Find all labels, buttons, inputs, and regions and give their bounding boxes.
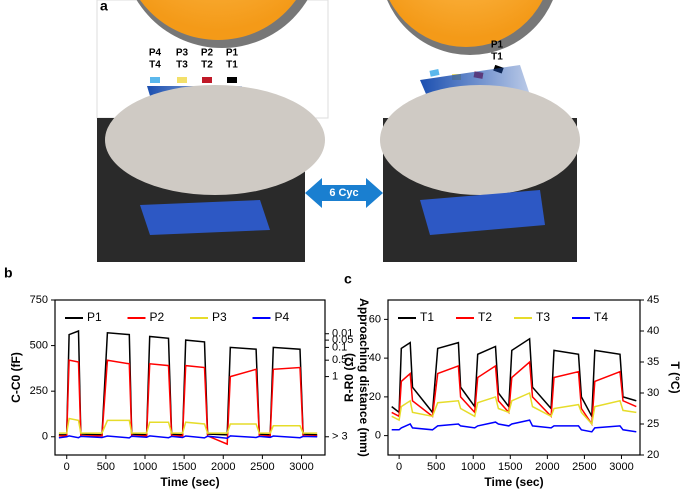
data-line (391, 419, 637, 433)
arrow-label: 6 Cyc (329, 187, 358, 199)
sensor-label: T1 (491, 52, 503, 63)
x-tick-label: 2000 (535, 461, 559, 473)
legend-label: T3 (536, 310, 550, 324)
data-line (58, 359, 318, 446)
sensor-label: P4 (149, 48, 162, 59)
y-tick-label: 20 (369, 391, 381, 403)
schematic-left (96, 0, 329, 119)
y-tick-label: 60 (369, 313, 381, 325)
sensor-label: T4 (149, 60, 161, 71)
data-line (58, 417, 318, 434)
sensor-label: T1 (226, 60, 238, 71)
legend-label: P2 (150, 310, 165, 324)
x-axis-title: Time (sec) (160, 475, 219, 489)
x-tick-label: 2500 (250, 461, 274, 473)
sensor-label: P1 (491, 40, 504, 51)
y2-tick-label: 40 (647, 325, 659, 337)
panel-label: a (100, 0, 108, 14)
sensor-label: T2 (201, 60, 213, 71)
plot-area (58, 329, 318, 446)
y-tick-label: 0 (375, 430, 381, 442)
y2-tick-label: 45 (647, 294, 659, 306)
plot-frame (387, 299, 641, 456)
x-tick-label: 1000 (133, 461, 157, 473)
sensor-label: P3 (176, 48, 189, 59)
data-line (58, 435, 318, 439)
data-line (391, 391, 637, 426)
x-tick-label: 1500 (498, 461, 522, 473)
x-tick-label: 2500 (572, 461, 596, 473)
plot-area (391, 337, 637, 433)
panel-label: c (344, 271, 352, 287)
y-tick-label: 500 (30, 339, 48, 351)
sensor-label: T3 (176, 60, 188, 71)
panel-label: b (4, 265, 13, 281)
y-tick-label: 250 (30, 385, 48, 397)
x-tick-label: 3000 (289, 461, 313, 473)
y2-tick-label: 35 (647, 356, 659, 368)
data-line (391, 337, 637, 420)
sensor-label: P2 (201, 48, 214, 59)
y-tick-label: 0 (42, 431, 48, 443)
y2-tick-label: > 3 (332, 431, 348, 443)
data-line (391, 360, 637, 427)
y2-tick-label: 0.01 (332, 328, 353, 340)
x-tick-label: 1000 (461, 461, 485, 473)
x-tick-label: 500 (97, 461, 115, 473)
y2-tick-label: 1 (332, 370, 338, 382)
y2-tick-label: 30 (647, 387, 659, 399)
y2-tick-label: 0.05 (332, 334, 353, 346)
y2-tick-label: 20 (647, 449, 659, 461)
y2-axis-title: T (°C) (668, 361, 682, 393)
legend-label: T1 (420, 310, 434, 324)
legend-label: P1 (87, 310, 102, 324)
photo-left (97, 85, 325, 262)
y-tick-label: 750 (30, 294, 48, 306)
x-tick-label: 2000 (211, 461, 235, 473)
data-line (58, 329, 318, 436)
x-axis-title: Time (sec) (484, 475, 543, 489)
x-tick-label: 500 (427, 461, 445, 473)
legend-label: T2 (478, 310, 492, 324)
y2-tick-label: 25 (647, 418, 659, 430)
y2-tick-label: 0.1 (332, 341, 347, 353)
legend-label: T4 (594, 310, 608, 324)
x-tick-label: 3000 (609, 461, 633, 473)
x-tick-label: 1500 (172, 461, 196, 473)
x-tick-label: 0 (396, 461, 402, 473)
y-axis-title: R-R0 (Ω) (342, 353, 356, 402)
photo-right (380, 85, 580, 262)
legend-label: P3 (212, 310, 227, 324)
legend-label: P4 (275, 310, 290, 324)
sensor-label: P1 (226, 48, 239, 59)
x-tick-label: 0 (64, 461, 70, 473)
plot-frame (54, 299, 326, 456)
arrow (305, 178, 383, 208)
y-axis-title: C-C0 (fF) (9, 352, 23, 403)
y2-axis-title: Approaching distance (mm) (357, 298, 371, 457)
y-tick-label: 40 (369, 352, 381, 364)
y2-tick-label: 0.5 (332, 354, 347, 366)
